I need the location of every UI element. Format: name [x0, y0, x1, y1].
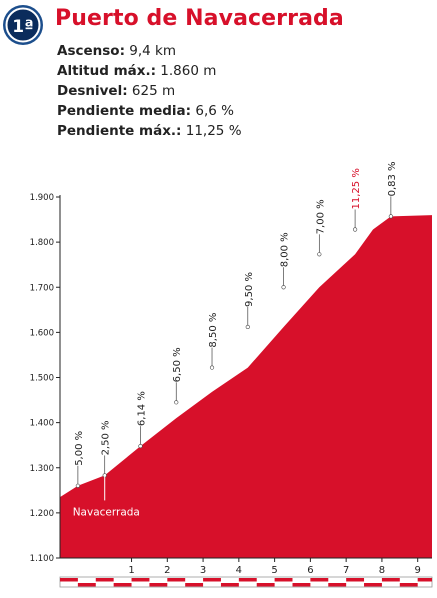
gradient-label: 8,00 %	[280, 232, 291, 267]
gradient-label: 5,00 %	[74, 431, 85, 466]
km-band-segment	[77, 583, 96, 587]
km-band-segment	[167, 578, 186, 582]
y-tick-label: 1.700	[30, 283, 54, 293]
km-band-segment	[95, 578, 114, 582]
y-tick-label: 1.500	[30, 374, 54, 384]
stat-label: Altitud máx.:	[57, 63, 156, 79]
gradient-marker	[209, 365, 215, 370]
gradient-marker	[75, 483, 80, 488]
gradient-label: 6,14 %	[136, 391, 147, 426]
x-tick-label: 5	[271, 565, 277, 576]
gradient-marker	[281, 285, 286, 290]
km-band-segment	[203, 578, 221, 582]
y-tick-label: 1.900	[30, 193, 54, 203]
stat-label: Ascenso:	[57, 43, 125, 59]
gradient-label: 0,83 %	[387, 161, 398, 196]
y-tick-label: 1.100	[30, 554, 54, 564]
x-tick-label: 9	[415, 565, 421, 576]
category-badge-label: 1ª	[12, 17, 33, 37]
x-tick-label: 8	[379, 565, 385, 576]
x-tick-label: 2	[164, 565, 170, 576]
stat-value: 11,25 %	[185, 123, 242, 139]
annotation-label: Navacerrada	[73, 506, 140, 518]
km-band-segment	[364, 583, 382, 587]
x-tick-label: 4	[236, 565, 242, 576]
km-band-segment	[149, 583, 168, 587]
gradient-marker	[138, 443, 143, 449]
km-band-segment	[310, 578, 329, 582]
gradient-label: 6,50 %	[172, 347, 183, 382]
gradient-label: 2,50 %	[101, 420, 112, 455]
profile-area	[60, 215, 432, 558]
km-band-segment	[131, 578, 150, 582]
gradient-label: 8,50 %	[208, 313, 219, 348]
km-band-segment	[256, 583, 275, 587]
y-tick-label: 1.200	[30, 509, 54, 519]
y-tick-label: 1.600	[30, 328, 54, 338]
km-band	[59, 576, 433, 588]
km-band-segment	[113, 583, 132, 587]
gradient-marker	[317, 252, 322, 257]
x-tick-label: 3	[200, 565, 206, 576]
km-band-segment	[292, 583, 311, 587]
km-band-segment	[274, 578, 293, 582]
km-band-segment	[417, 578, 432, 582]
stat-value: 9,4 km	[129, 43, 176, 59]
km-band-segment	[220, 583, 239, 587]
gradient-marker	[245, 324, 250, 330]
category-badge-icon: 1ª	[3, 5, 43, 45]
km-band-segment	[399, 583, 418, 587]
km-band-segment	[328, 583, 347, 587]
x-tick-label: 1	[128, 565, 134, 576]
page-title: Puerto de Navacerrada	[55, 6, 344, 31]
km-band-segment	[60, 578, 78, 582]
stat-label: Pendiente media:	[57, 103, 192, 119]
gradient-marker	[352, 227, 358, 232]
stat-pendiente-media: Pendiente media: 6,6 %	[57, 103, 234, 119]
y-tick-label: 1.300	[30, 464, 54, 474]
stat-value: 1.860 m	[160, 63, 217, 79]
gradient-marker	[388, 214, 393, 219]
km-band-segment	[346, 578, 365, 582]
gradient-marker	[174, 400, 179, 405]
y-tick-label: 1.400	[30, 419, 54, 429]
x-tick-label: 7	[343, 565, 349, 576]
stat-altitud-max: Altitud máx.: 1.860 m	[57, 63, 216, 79]
stat-ascenso: Ascenso: 9,4 km	[57, 43, 176, 59]
gradient-label: 7,00 %	[315, 199, 326, 234]
stat-label: Desnivel:	[57, 83, 128, 99]
km-band-segment	[238, 578, 257, 582]
stat-desnivel: Desnivel: 625 m	[57, 83, 175, 99]
stat-value: 6,6 %	[195, 103, 234, 119]
y-tick-label: 1.800	[30, 238, 54, 248]
gradient-label: 11,25 %	[351, 168, 362, 209]
km-band-segment	[185, 583, 204, 587]
gradient-label: 9,50 %	[244, 272, 255, 307]
stat-label: Pendiente máx.:	[57, 123, 182, 139]
km-band-segment	[381, 578, 400, 582]
x-tick-label: 6	[307, 565, 313, 576]
stat-pendiente-max: Pendiente máx.: 11,25 %	[57, 123, 242, 139]
stat-value: 625 m	[131, 83, 176, 99]
